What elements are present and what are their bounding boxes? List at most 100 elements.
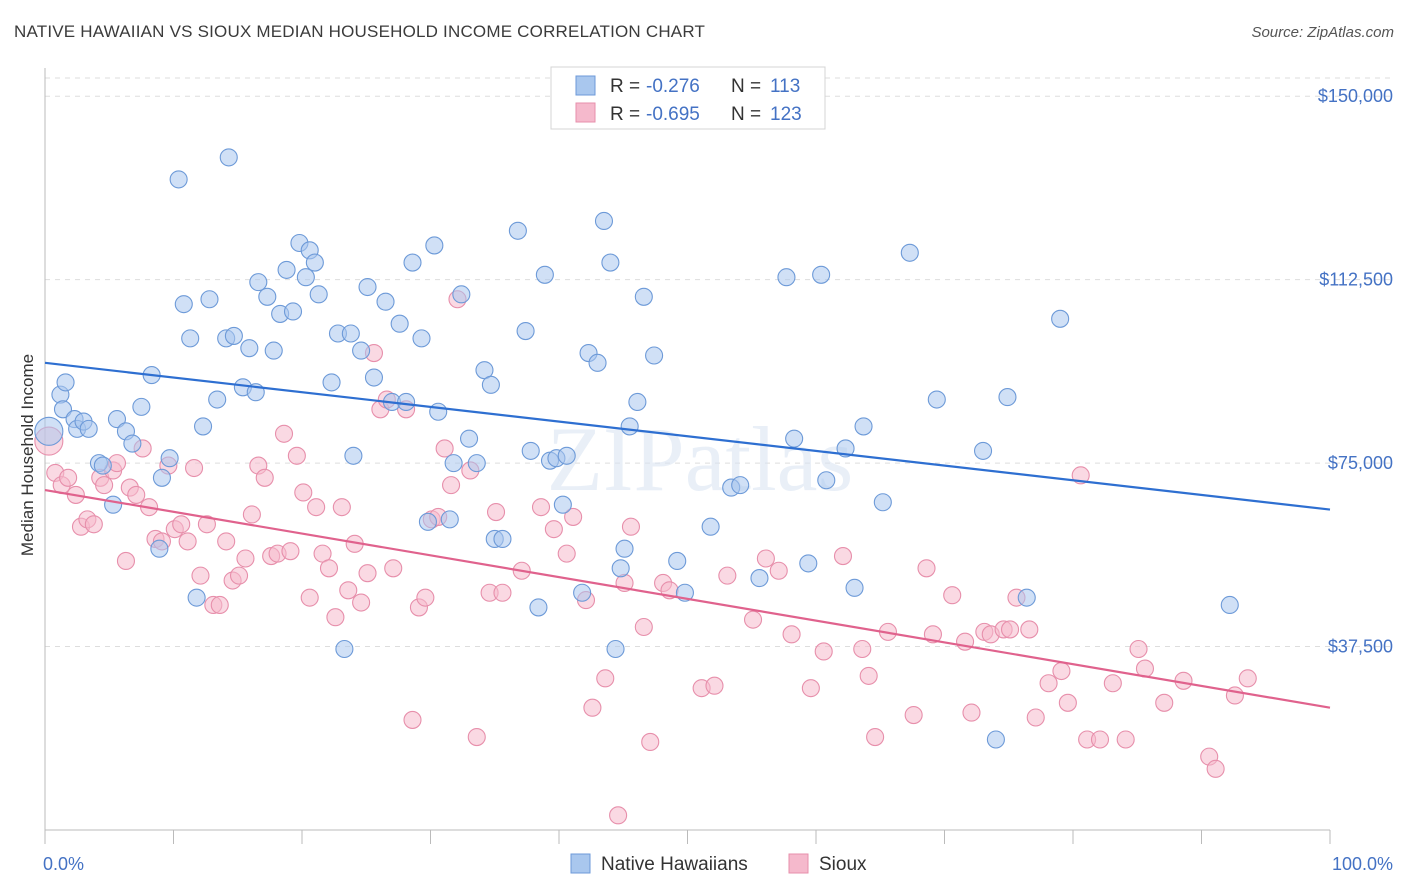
data-point: [283, 302, 303, 321]
data-point: [277, 260, 296, 279]
data-point: [467, 728, 486, 747]
data-point: [750, 569, 769, 588]
data-point: [217, 532, 236, 551]
data-point: [628, 392, 647, 412]
data-point: [169, 170, 188, 189]
data-point: [583, 698, 602, 717]
data-point: [756, 549, 775, 568]
data-point: [634, 617, 653, 637]
data-point: [1206, 759, 1225, 778]
data-point: [403, 253, 422, 272]
y-tick-labels: $37,500 $75,000 $112,500 $150,000: [1318, 86, 1393, 656]
data-point: [435, 439, 454, 458]
data-point: [927, 390, 946, 409]
data-point: [229, 566, 249, 585]
data-point: [412, 329, 431, 348]
data-point: [309, 285, 328, 304]
trend-line-native-hawaiians: [44, 361, 1331, 511]
data-point: [833, 547, 853, 566]
data-point: [174, 295, 193, 314]
data-point: [529, 598, 548, 617]
data-point: [459, 429, 479, 448]
legend-r-label: R =: [610, 104, 640, 125]
x-tick-labels: 0.0% 100.0%: [43, 854, 1393, 874]
data-point: [743, 610, 763, 629]
data-point: [777, 268, 796, 287]
data-point: [1039, 674, 1058, 693]
data-point: [620, 417, 639, 436]
data-point: [553, 495, 572, 514]
data-point: [95, 476, 114, 495]
data-point: [544, 520, 563, 539]
data-point: [255, 468, 274, 487]
trend-line-sioux: [44, 488, 1331, 709]
legend-box: [550, 66, 826, 130]
data-point: [973, 441, 993, 460]
data-point: [769, 561, 788, 580]
data-point: [782, 625, 801, 644]
data-point: [56, 373, 75, 392]
data-point: [1020, 620, 1039, 639]
data-point: [53, 400, 73, 419]
data-point: [596, 669, 615, 688]
data-point: [300, 588, 319, 607]
trend-lines: [44, 361, 1331, 709]
data-point: [150, 539, 169, 558]
data-point: [197, 515, 216, 534]
data-point: [900, 243, 919, 262]
data-point: [531, 498, 551, 517]
data-point: [442, 476, 461, 495]
x-tick-label: 100.0%: [1332, 854, 1393, 874]
x-tick-label: 0.0%: [43, 854, 84, 874]
data-point: [615, 539, 634, 558]
y-axis-title: Median Household Income: [18, 354, 37, 556]
data-point: [84, 515, 103, 534]
data-point: [817, 471, 836, 490]
data-point: [294, 483, 313, 502]
data-point: [200, 290, 219, 309]
series-legend-label: Sioux: [819, 854, 867, 875]
data-point: [326, 608, 345, 627]
data-point: [785, 429, 804, 448]
watermark: ZIPatlas: [547, 408, 854, 510]
data-point: [264, 341, 283, 360]
data-point: [557, 544, 576, 563]
data-point: [493, 529, 512, 548]
chart-title: NATIVE HAWAIIAN VS SIOUX MEDIAN HOUSEHOL…: [14, 22, 706, 41]
data-point: [1103, 674, 1122, 693]
data-point: [390, 314, 409, 333]
data-point: [274, 424, 294, 443]
legend-r-value: -0.276: [646, 76, 700, 97]
data-point: [1155, 693, 1174, 712]
legend-swatch-sioux: [575, 102, 596, 123]
data-point: [588, 353, 607, 372]
data-point: [814, 642, 833, 661]
data-point: [160, 449, 179, 468]
data-point: [358, 564, 377, 583]
data-point: [1026, 708, 1045, 727]
data-point: [508, 221, 527, 240]
data-point: [236, 549, 255, 568]
legend-n-value: 123: [770, 104, 802, 125]
data-point: [104, 495, 123, 514]
data-point: [668, 551, 687, 571]
data-point: [873, 493, 892, 512]
data-point: [425, 236, 444, 255]
data-point: [181, 329, 200, 348]
data-point: [107, 410, 127, 429]
data-point: [866, 728, 885, 747]
data-point: [307, 498, 326, 517]
data-point: [641, 732, 660, 751]
data-point: [609, 806, 628, 825]
data-point: [305, 253, 324, 272]
data-point: [601, 253, 620, 272]
data-point: [319, 559, 339, 578]
data-point: [296, 268, 315, 287]
data-points: [34, 148, 1257, 825]
data-point: [123, 434, 142, 453]
data-point: [187, 588, 206, 607]
data-point: [127, 485, 146, 504]
correlation-legend: R = -0.276 N = 113 R = -0.695 N = 123: [550, 66, 826, 130]
data-point: [219, 148, 238, 167]
data-point: [904, 705, 923, 725]
